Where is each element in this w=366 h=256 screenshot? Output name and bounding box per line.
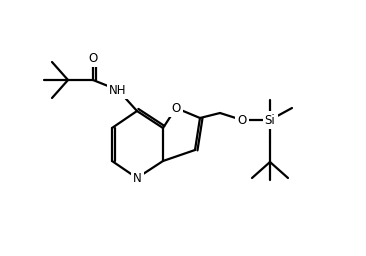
Text: O: O — [238, 113, 247, 126]
Text: O: O — [88, 51, 98, 65]
Text: N: N — [132, 172, 141, 185]
Text: O: O — [171, 101, 181, 114]
Text: NH: NH — [109, 83, 127, 97]
Text: Si: Si — [265, 113, 275, 126]
